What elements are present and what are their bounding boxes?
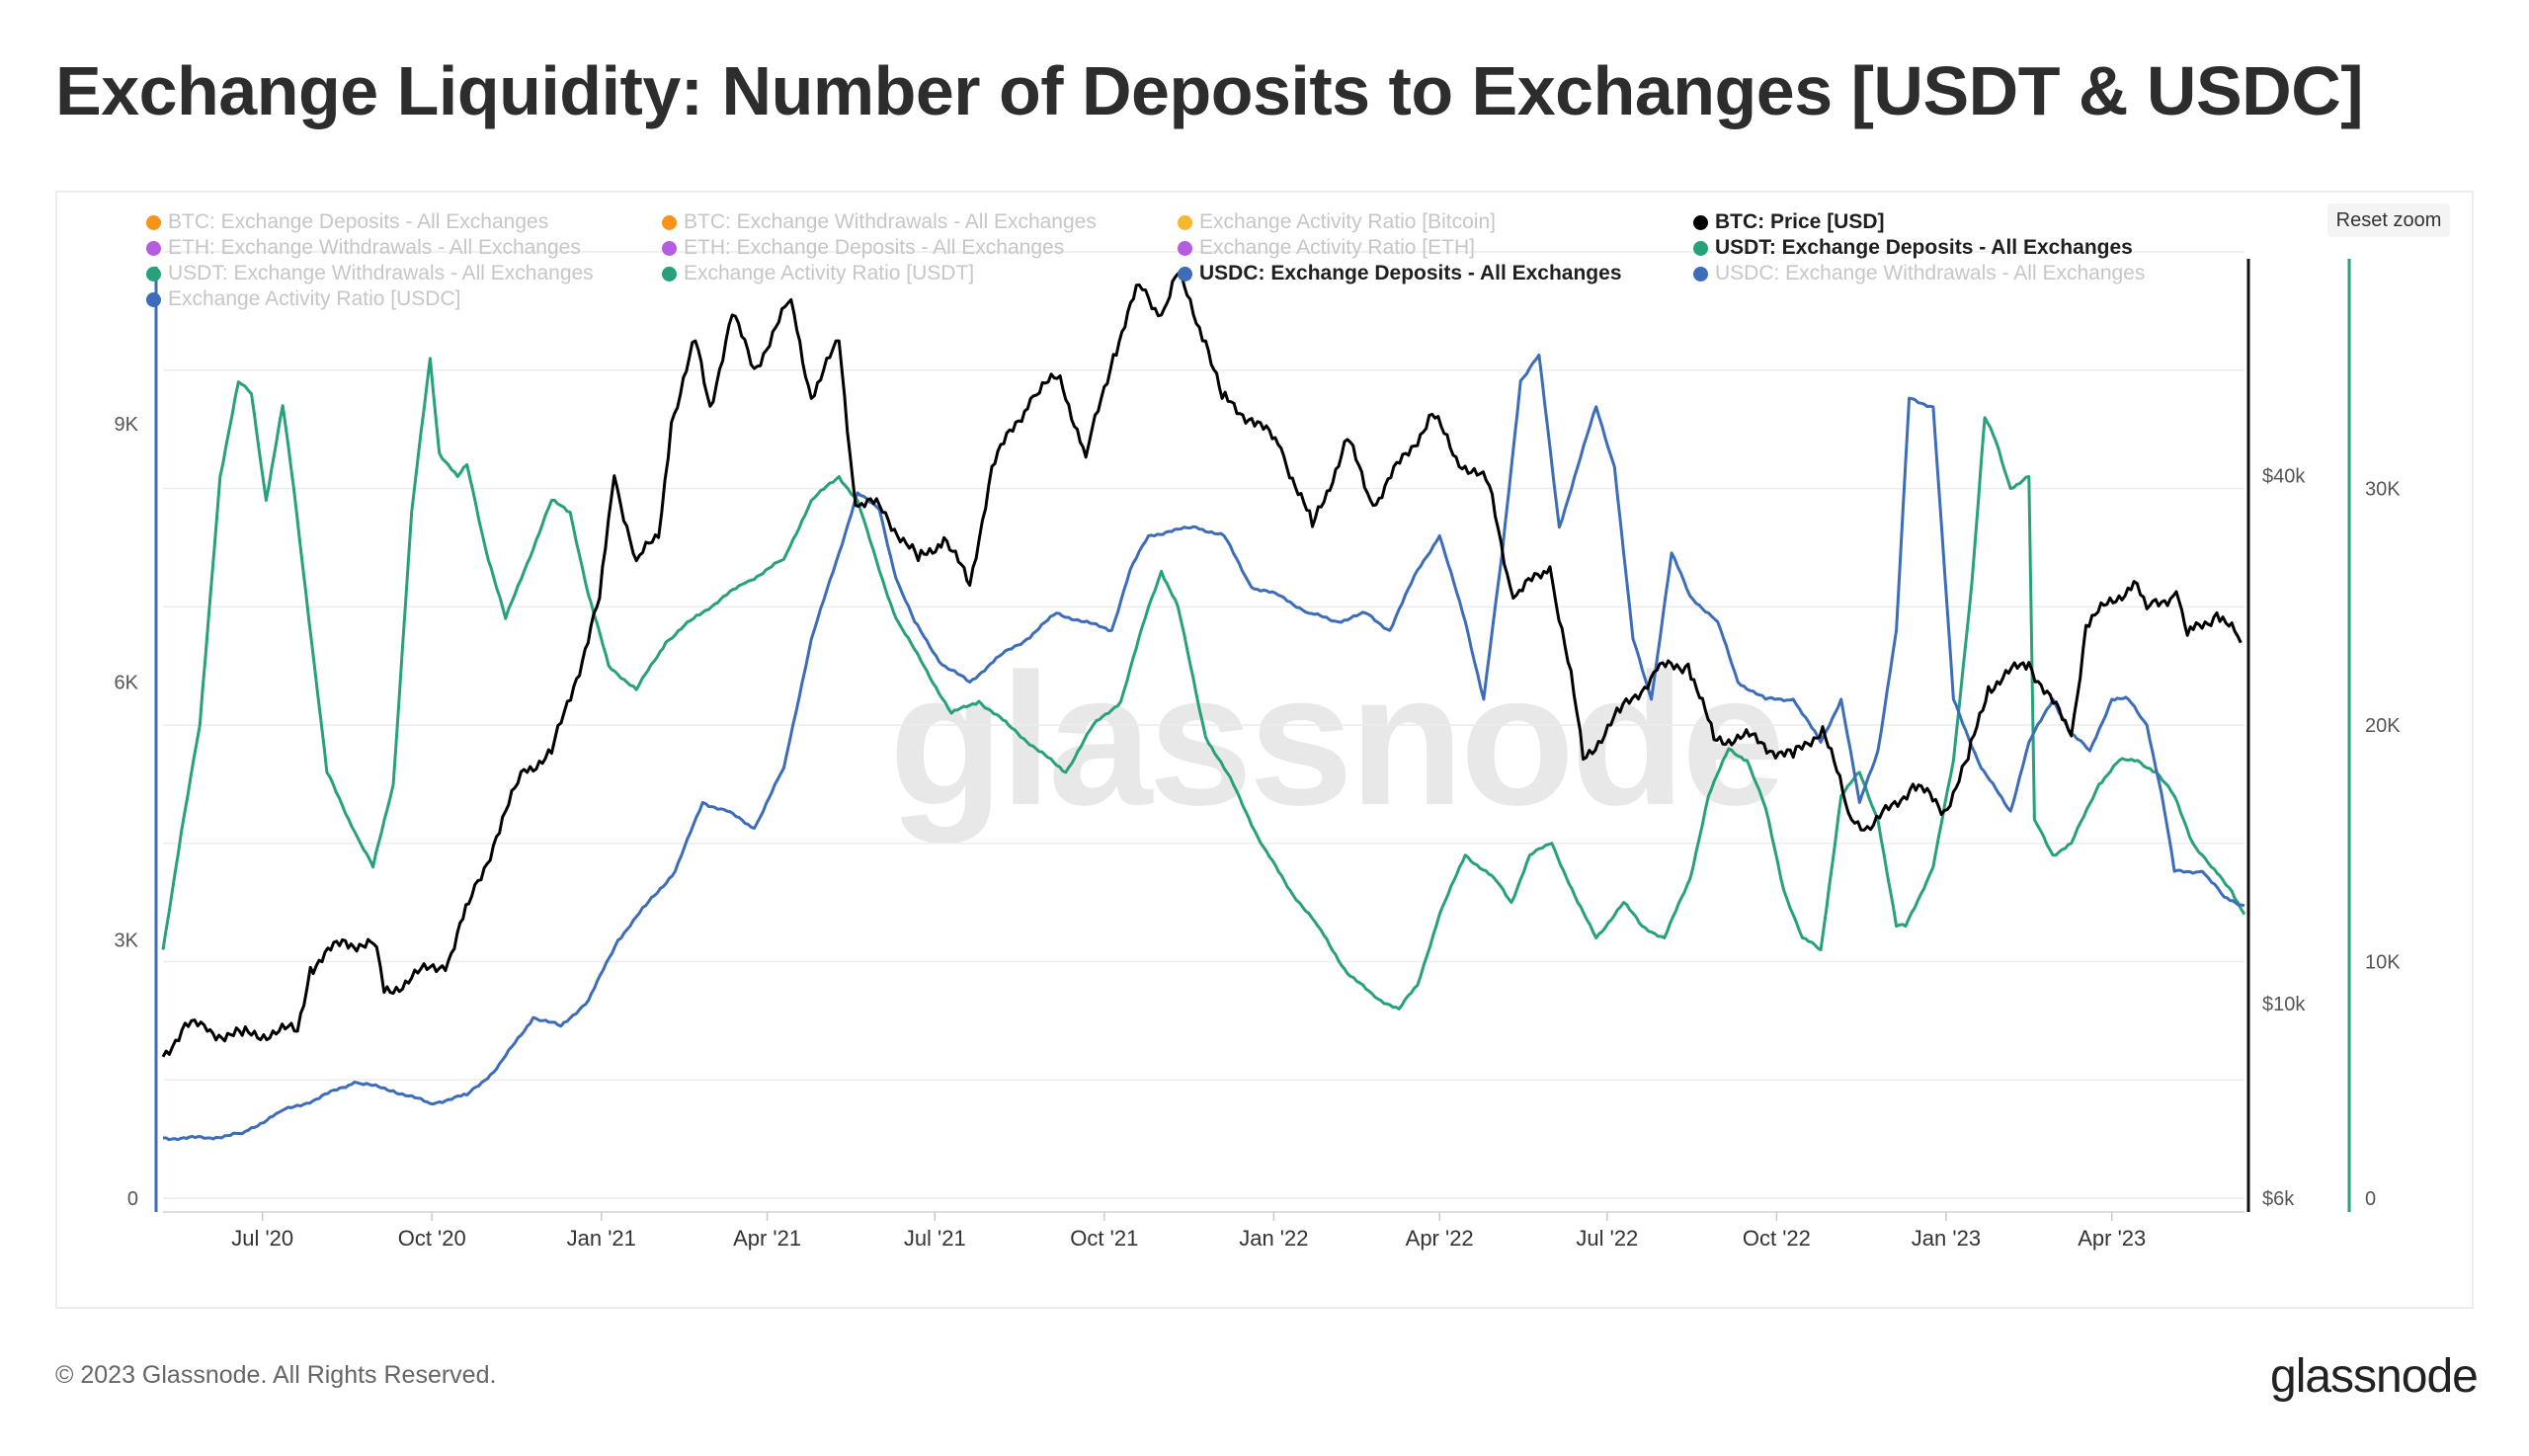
usdt-axis-tick-label: 20K (2365, 715, 2401, 737)
legend-item[interactable]: USDC: Exchange Withdrawals - All Exchang… (1693, 262, 2145, 285)
legend-label: Exchange Activity Ratio [USDC] (168, 287, 461, 310)
legend-dot-icon (1178, 266, 1192, 282)
legend-item[interactable]: USDC: Exchange Deposits - All Exchanges (1178, 262, 1622, 285)
x-axis-tick-label: Oct '21 (1070, 1226, 1138, 1251)
legend-label: Exchange Activity Ratio [USDT] (684, 262, 975, 284)
legend-item[interactable]: BTC: Exchange Withdrawals - All Exchange… (662, 210, 1097, 234)
x-axis-tick-label: Apr '23 (2078, 1226, 2146, 1251)
legend-label: ETH: Exchange Withdrawals - All Exchange… (168, 236, 581, 259)
legend-label: Exchange Activity Ratio [ETH] (1199, 236, 1475, 259)
legend-label: USDC: Exchange Deposits - All Exchanges (1199, 262, 1622, 284)
x-axis-tick-label: Oct '20 (398, 1226, 466, 1251)
reset-zoom-button[interactable]: Reset zoom (2327, 203, 2450, 237)
legend-label: BTC: Exchange Deposits - All Exchanges (168, 210, 549, 233)
legend-dot-icon (1693, 214, 1708, 230)
x-axis-tick-label: Apr '22 (1406, 1226, 1474, 1251)
left-axis-tick-label: 3K (115, 930, 139, 952)
legend-label: USDT: Exchange Deposits - All Exchanges (1715, 236, 2133, 259)
x-axis-tick-label: Jan '22 (1239, 1226, 1308, 1251)
btc-price-line (161, 271, 2243, 1058)
x-axis-tick-label: Jul '21 (904, 1226, 966, 1251)
legend-label: BTC: Price [USD] (1715, 210, 1885, 233)
x-axis-tick-label: Jan '23 (1912, 1226, 1981, 1251)
legend-item[interactable]: Exchange Activity Ratio [Bitcoin] (1178, 210, 1496, 234)
x-axis-tick-label: Jul '22 (1576, 1226, 1638, 1251)
legend-dot-icon (662, 214, 677, 230)
price-axis-tick-label: $6k (2262, 1188, 2295, 1210)
x-axis-tick-label: Jan '21 (567, 1226, 636, 1251)
x-axis-tick-label: Jul '20 (231, 1226, 293, 1251)
usdc-deposits-line (162, 354, 2245, 1142)
legend-item[interactable]: USDT: Exchange Withdrawals - All Exchang… (146, 262, 594, 285)
usdt-deposits-line (161, 357, 2246, 1011)
x-axis-tick-label: Apr '21 (733, 1226, 801, 1251)
legend-dot-icon (146, 240, 161, 256)
legend-dot-icon (146, 214, 161, 230)
legend-dot-icon (146, 291, 161, 307)
legend-label: BTC: Exchange Withdrawals - All Exchange… (684, 210, 1097, 233)
legend-dot-icon (1693, 266, 1708, 282)
legend-dot-icon (662, 240, 677, 256)
left-axis-tick-label: 9K (115, 414, 139, 436)
legend-item[interactable]: Exchange Activity Ratio [USDT] (662, 262, 974, 285)
left-axis-tick-label: 0 (127, 1188, 138, 1210)
legend-item[interactable]: USDT: Exchange Deposits - All Exchanges (1693, 236, 2133, 260)
left-axis-tick-label: 6K (115, 672, 139, 693)
legend-dot-icon (1693, 240, 1708, 256)
legend-item[interactable]: Exchange Activity Ratio [USDC] (146, 287, 460, 311)
brand-logo: glassnode (2270, 1350, 2479, 1403)
legend-item[interactable]: BTC: Exchange Deposits - All Exchanges (146, 210, 548, 234)
legend-item[interactable]: Exchange Activity Ratio [ETH] (1178, 236, 1475, 260)
x-axis-tick-label: Oct '22 (1743, 1226, 1811, 1251)
legend-dot-icon (662, 266, 677, 282)
legend-item[interactable]: BTC: Price [USD] (1693, 210, 1885, 234)
usdt-axis-tick-label: 10K (2365, 952, 2401, 974)
legend-dot-icon (1178, 214, 1192, 230)
copyright-footer: © 2023 Glassnode. All Rights Reserved. (55, 1361, 497, 1389)
watermark: glassnode (889, 635, 1786, 845)
price-axis-tick-label: $10k (2262, 994, 2306, 1015)
legend-dot-icon (1178, 240, 1192, 256)
legend-label: USDC: Exchange Withdrawals - All Exchang… (1715, 262, 2146, 284)
chart-frame (55, 191, 2474, 1309)
usdt-axis-tick-label: 0 (2365, 1188, 2376, 1210)
price-axis-tick-label: $40k (2262, 466, 2306, 488)
legend-label: Exchange Activity Ratio [Bitcoin] (1199, 210, 1496, 233)
legend-label: USDT: Exchange Withdrawals - All Exchang… (168, 262, 594, 284)
legend-dot-icon (146, 266, 161, 282)
chart-title: Exchange Liquidity: Number of Deposits t… (55, 52, 2364, 129)
legend-label: ETH: Exchange Deposits - All Exchanges (684, 236, 1065, 259)
usdt-axis-tick-label: 30K (2365, 479, 2401, 501)
legend-item[interactable]: ETH: Exchange Deposits - All Exchanges (662, 236, 1064, 260)
legend-item[interactable]: ETH: Exchange Withdrawals - All Exchange… (146, 236, 581, 260)
